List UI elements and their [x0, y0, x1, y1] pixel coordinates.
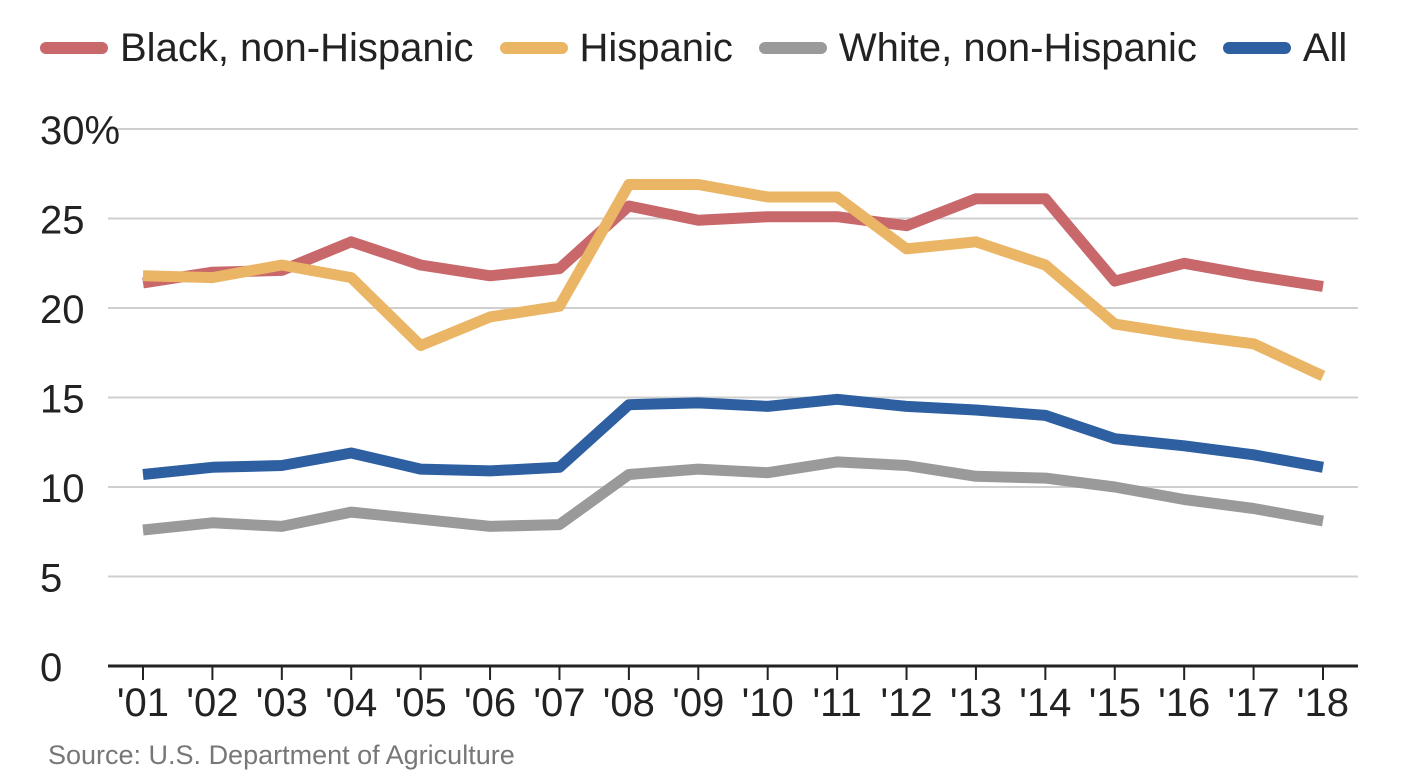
x-tick-label: '14: [1019, 681, 1071, 725]
legend-swatch: [40, 42, 108, 54]
chart-legend: Black, non-Hispanic Hispanic White, non-Hi…: [40, 18, 1373, 78]
x-tick-label: '12: [880, 681, 932, 725]
y-tick-label: 0: [40, 646, 62, 690]
legend-label: Black, non-Hispanic: [120, 25, 474, 70]
x-tick-label: '04: [325, 681, 377, 725]
legend-item: All: [1222, 25, 1348, 71]
legend-item: Black, non-Hispanic: [40, 26, 474, 71]
series-line-0: [142, 193, 1324, 292]
legend-swatch: [1222, 42, 1291, 54]
x-tick-label: '05: [395, 681, 447, 725]
x-axis: '01 '02 '03 '04 '05 '06 '07 '08 '09 '10 '11 '12 '13 '…: [108, 664, 1358, 725]
x-tick-label: '09: [672, 681, 724, 725]
y-tick-label: 30%: [40, 109, 120, 153]
source-note: Source: U.S. Department of Agriculture: [48, 740, 515, 770]
legend-label: White, non-Hispanic: [838, 25, 1197, 70]
y-tick-label: 20: [40, 288, 85, 332]
y-tick-label: 25: [40, 199, 85, 243]
y-axis-ticks: 0 5 10 15 20 25 30%: [40, 109, 120, 690]
x-tick-label: '13: [950, 681, 1002, 725]
y-tick-label: 5: [40, 557, 62, 601]
x-tick-label: '01: [117, 681, 169, 725]
x-tick-label: '02: [186, 681, 238, 725]
x-tick-label: '15: [1089, 681, 1141, 725]
legend-item: Hispanic: [499, 25, 733, 71]
series-lines: [142, 179, 1326, 536]
legend-swatch: [499, 42, 568, 54]
x-tick-label: '10: [742, 681, 794, 725]
series-line-2: [142, 456, 1324, 536]
x-tick-label: '03: [256, 681, 308, 725]
x-tick-label: '18: [1297, 681, 1349, 725]
legend-item: White, non-Hispanic: [758, 25, 1197, 71]
y-tick-label: 10: [40, 467, 85, 511]
series-line-3: [142, 393, 1324, 480]
legend-label: All: [1302, 25, 1348, 70]
x-tick-label: '07: [533, 681, 585, 725]
legend-label: Hispanic: [579, 25, 733, 70]
series-line-1: [142, 179, 1326, 381]
x-tick-label: '16: [1158, 681, 1210, 725]
x-tick-label: '08: [603, 681, 655, 725]
legend-swatch: [758, 42, 827, 54]
x-tick-label: '17: [1228, 681, 1280, 725]
x-tick-label: '06: [464, 681, 516, 725]
x-tick-label: '11: [813, 681, 862, 725]
y-tick-label: 15: [40, 378, 85, 422]
